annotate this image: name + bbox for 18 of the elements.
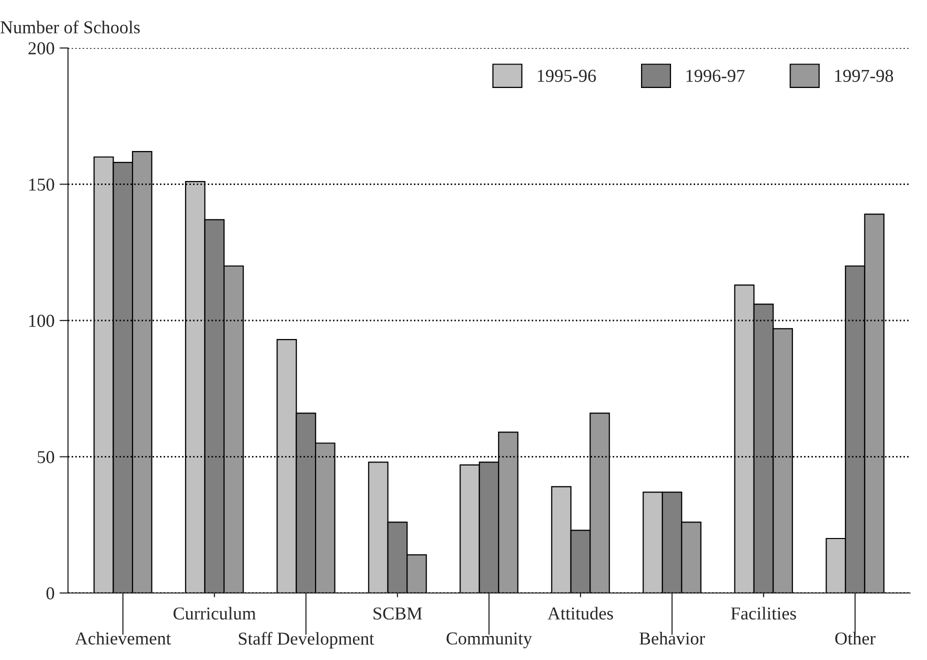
x-tick-label: Other (835, 632, 876, 645)
y-tick-label: 100 (29, 314, 54, 327)
y-tick-label: 150 (29, 178, 54, 191)
x-tick-label: Attitudes (548, 606, 613, 620)
x-tick-label: Staff Development (238, 632, 374, 648)
legend-label: 1996-97 (686, 70, 745, 82)
legend-label: 1997-98 (835, 70, 894, 82)
x-tick-label: Behavior (639, 632, 705, 645)
y-tick-label: 0 (46, 587, 54, 600)
x-tick-label: Facilities (730, 606, 796, 620)
x-tick-label: Community (446, 632, 532, 648)
x-tick-label: SCBM (374, 607, 422, 620)
legend-label: 1995-96 (538, 70, 596, 82)
y-axis-title: Number of Schools (0, 20, 140, 34)
y-tick-label: 50 (38, 451, 54, 464)
x-tick-label: Achievement (74, 632, 171, 645)
x-tick-label: Curriculum (174, 606, 256, 620)
y-tick-label: 200 (28, 42, 54, 54)
